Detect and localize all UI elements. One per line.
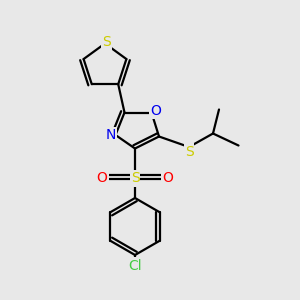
Text: S: S	[102, 35, 111, 49]
Text: O: O	[97, 172, 107, 185]
Text: S: S	[130, 172, 140, 185]
Text: N: N	[106, 128, 116, 142]
Text: S: S	[184, 145, 194, 158]
Text: O: O	[163, 172, 173, 185]
Text: Cl: Cl	[128, 259, 142, 272]
Text: O: O	[151, 104, 161, 118]
